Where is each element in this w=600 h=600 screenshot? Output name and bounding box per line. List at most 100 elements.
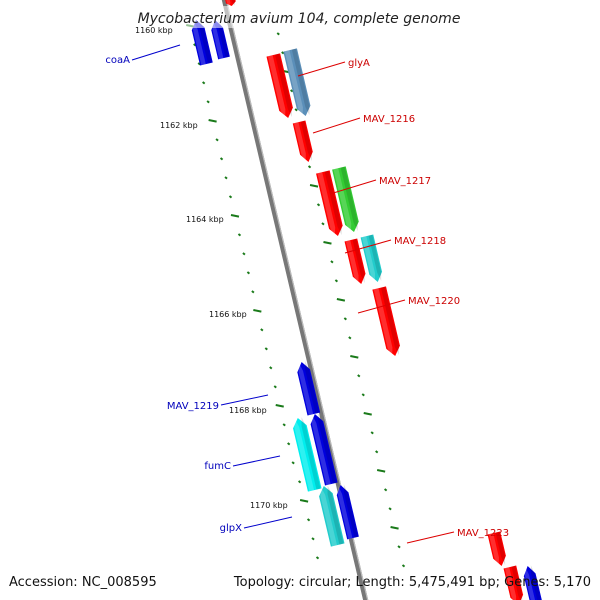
track-tick — [321, 222, 325, 226]
track-tick — [334, 279, 339, 283]
track-tick — [370, 431, 374, 435]
kbp-tick — [230, 214, 240, 218]
kbp-tick — [275, 404, 284, 408]
track-tick — [376, 469, 386, 473]
gene-label-fumC[interactable]: fumC — [204, 461, 231, 472]
gene-label-coaA[interactable]: coaA — [105, 55, 130, 66]
gene-arrow-mav1217-right[interactable] — [332, 166, 361, 233]
kbp-tick — [315, 556, 320, 560]
gene-arrow-mav1220-shine — [373, 288, 393, 357]
kbp-tick — [282, 423, 286, 427]
kbp-tick — [215, 138, 219, 142]
gene-arrow-glpX-left-shine — [320, 486, 338, 547]
leader-line-mav1220 — [357, 299, 406, 314]
gene-arrow-bottom-blue-body — [523, 566, 543, 600]
gene-arrow-glyA-left-body — [266, 53, 293, 118]
kbp-tick — [269, 366, 273, 370]
gene-label-mav1216[interactable]: MAV_1216 — [363, 114, 415, 125]
leader-line-fumC — [232, 455, 281, 467]
track-tick — [281, 51, 285, 55]
gene-arrow-top-red[interactable] — [224, 0, 237, 7]
track-tick — [316, 203, 321, 207]
gene-arrow-mav1220[interactable] — [372, 286, 402, 357]
track-tick — [390, 526, 399, 530]
kbp-tick — [228, 195, 233, 199]
gene-arrow-fumC-left[interactable] — [291, 416, 322, 492]
gene-arrow-bottom-red-body — [503, 565, 524, 600]
track-tick — [357, 374, 361, 378]
kbp-tick — [264, 347, 268, 351]
kbp-label-1170: 1170 kbp — [250, 501, 288, 510]
track-tick — [401, 564, 406, 568]
kbp-label-1160: 1160 kbp — [135, 26, 173, 35]
gene-arrow-coaA-left[interactable] — [190, 19, 213, 66]
kbp-tick-track-left — [186, 24, 320, 560]
gene-arrow-mav1218-right-body — [360, 234, 383, 283]
leader-line-mav1218 — [344, 239, 392, 254]
gene-arrow-glpX-left[interactable] — [317, 484, 345, 547]
leader-line-mav1223 — [406, 531, 455, 544]
gene-arrow-mav1219-shadow — [305, 361, 320, 414]
track-tick — [350, 355, 359, 359]
gene-arrow-mav1217-left[interactable] — [316, 170, 345, 237]
leader-line-glyA — [297, 61, 346, 77]
gene-arrow-fumC-left-shadow — [301, 417, 321, 490]
gene-arrow-glpX-left-body — [319, 486, 345, 547]
gene-arrow-mav1219[interactable] — [295, 361, 321, 416]
gene-arrow-mav1223-body — [487, 531, 506, 567]
kbp-tick — [206, 100, 210, 104]
leader-line-coaA — [131, 44, 181, 61]
gene-arrow-mav1219-body — [297, 362, 321, 416]
gene-arrow-mav1216-body — [292, 120, 313, 162]
kbp-tick — [273, 385, 277, 389]
kbp-tick — [306, 518, 311, 522]
gene-arrow-mav1220-body — [372, 286, 400, 357]
gene-arrow-glyA-left[interactable] — [266, 53, 294, 119]
gene-arrow-glpX-right-shadow — [343, 484, 359, 538]
kbp-tick — [237, 233, 242, 237]
gene-arrow-bottom-blue-shine — [525, 566, 537, 600]
gene-arrow-bottom-red-shine — [504, 567, 517, 600]
gene-arrow-glyA-right-shine — [284, 50, 303, 117]
gene-arrow-coaA-right[interactable] — [209, 19, 230, 60]
gene-arrow-bottom-blue-shadow — [530, 565, 542, 600]
kbp-label-1166: 1166 kbp — [209, 310, 247, 319]
leader-line-glpX — [243, 516, 293, 529]
leader-line-mav1219 — [220, 394, 269, 406]
gene-label-mav1217[interactable]: MAV_1217 — [379, 176, 431, 187]
gene-arrow-mav1217-right-shadow — [340, 166, 358, 232]
gene-arrow-mav1216[interactable] — [292, 120, 315, 164]
track-tick — [336, 298, 346, 302]
genome-summary-text: Topology: circular; Length: 5,475,491 bp… — [233, 575, 591, 590]
gene-arrow-fumC-left-shine — [294, 418, 315, 492]
track-tick — [330, 260, 334, 264]
gene-arrow-fumC-right[interactable] — [309, 413, 338, 486]
gene-label-glyA[interactable]: glyA — [348, 58, 370, 69]
track-tick — [361, 393, 365, 397]
gene-label-mav1219[interactable]: MAV_1219 — [167, 401, 219, 412]
gene-arrow-bottom-red[interactable] — [503, 565, 526, 600]
track-tick — [309, 184, 319, 188]
gene-arrow-glpX-right[interactable] — [335, 484, 359, 540]
kbp-tick — [219, 157, 224, 161]
kbp-tick — [208, 119, 217, 123]
kbp-label-1164: 1164 kbp — [186, 215, 224, 224]
gene-arrow-glpX-left-shadow — [327, 485, 344, 545]
gene-features — [190, 0, 543, 600]
gene-label-mav1220[interactable]: MAV_1220 — [408, 296, 460, 307]
gene-label-mav1218[interactable]: MAV_1218 — [394, 236, 446, 247]
gene-arrow-coaA-right-shadow — [218, 19, 229, 58]
gene-arrow-glpX-right-body — [336, 485, 359, 540]
gene-arrow-coaA-left-body — [191, 20, 213, 66]
track-tick — [397, 545, 401, 549]
gene-label-mav1223[interactable]: MAV_1223 — [457, 528, 509, 539]
gene-arrow-glyA-right[interactable] — [283, 48, 312, 117]
gene-arrow-mav1223[interactable] — [487, 531, 508, 568]
gene-arrow-mav1220-shadow — [380, 286, 399, 356]
gene-label-glpX[interactable]: glpX — [220, 523, 242, 534]
gene-arrow-bottom-blue[interactable] — [522, 565, 543, 600]
gene-arrow-top-red-body — [224, 0, 236, 7]
kbp-tick — [224, 176, 228, 180]
gene-arrow-coaA-left-shadow — [199, 19, 212, 64]
